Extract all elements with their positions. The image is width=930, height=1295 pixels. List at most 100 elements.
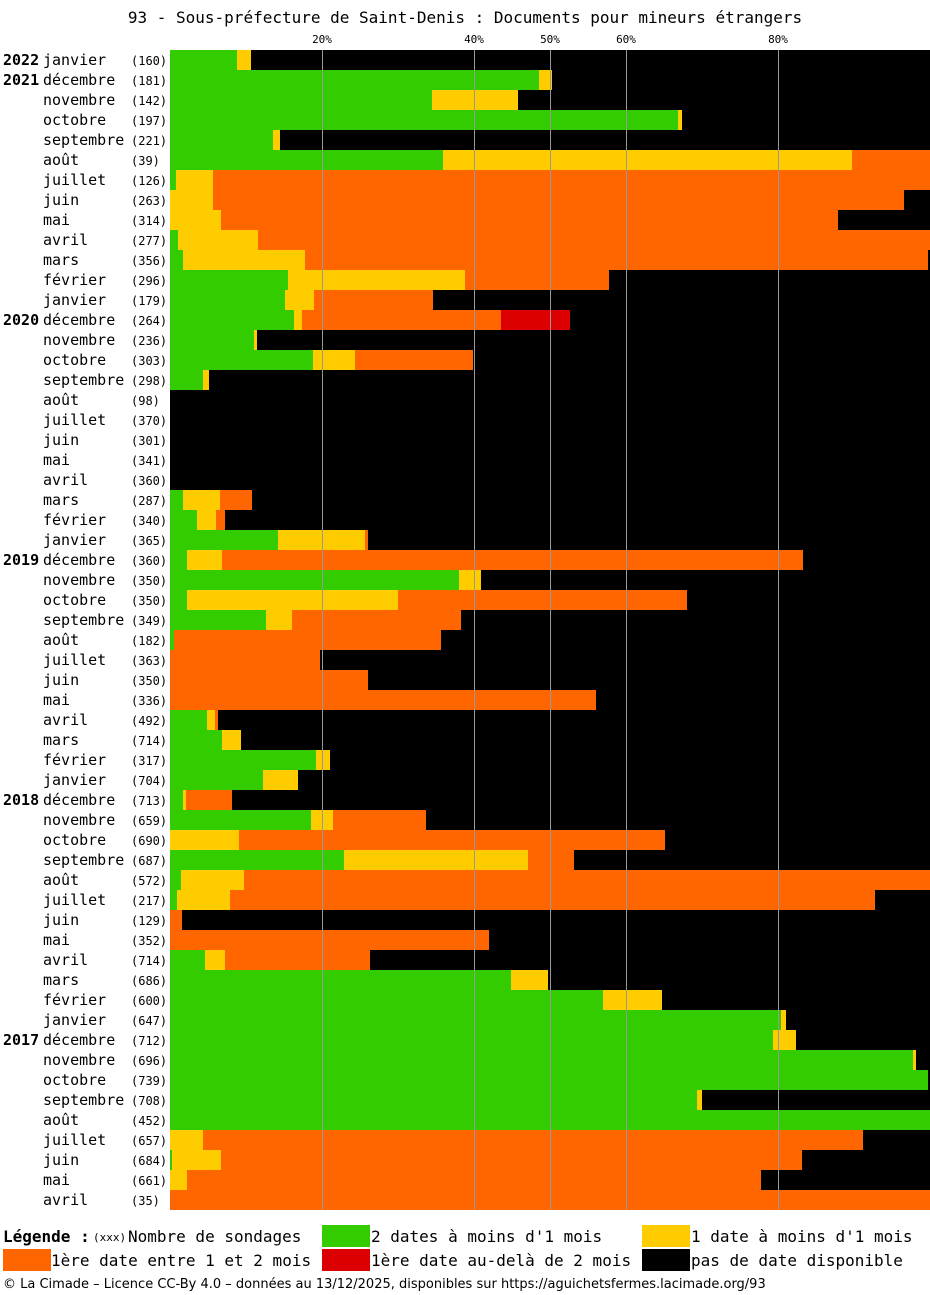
row-label: 2021 décembre (181) [0,70,170,90]
bar-segment-orange [186,1170,762,1190]
month-label: février [43,751,107,769]
survey-count: (365) [131,534,168,548]
row-label: juin (684) [0,1150,170,1170]
bar-segment-green [170,550,187,570]
row-label: avril (714) [0,950,170,970]
row-label: mars (686) [0,970,170,990]
row-label: octobre (197) [0,110,170,130]
bar-segment-orange [365,530,368,550]
survey-count: (657) [131,1134,168,1148]
bar-segment-yellow [236,50,251,70]
bar-segment-orange [258,230,930,250]
chart-title: 93 - Sous-préfecture de Saint-Denis : Do… [127,8,803,27]
bar-segment-orange [173,630,442,650]
row-label: avril (35) [0,1190,170,1210]
row-label: juin (129) [0,910,170,930]
month-label: août [43,631,80,649]
bar-segment-orange [212,170,930,190]
month-label: juillet [43,891,107,909]
month-label: août [43,871,80,889]
month-label: mars [43,731,80,749]
bar-segment-orange [239,830,665,850]
row-label: 2020 décembre (264) [0,310,170,330]
survey-count: (221) [131,134,168,148]
row-labels: 2022 janvier (160) 2021 décembre (181) novembr… [0,50,170,1210]
row-label: 2018 décembre (713) [0,790,170,810]
row-label: mars (287) [0,490,170,510]
legend-label-green: 2 dates à moins d'1 mois [371,1227,603,1246]
bar-segment-green [170,90,433,110]
month-label: août [43,1111,80,1129]
bar-segment-yellow [781,1010,787,1030]
bar-segment-orange [170,670,368,690]
survey-count: (317) [131,754,168,768]
bar-segment-green [170,510,197,530]
month-label: septembre [43,611,125,629]
row-label: septembre (349) [0,610,170,630]
survey-count: (197) [131,114,168,128]
survey-count: (287) [131,494,168,508]
bar-segment-green [170,130,274,150]
survey-count: (708) [131,1094,168,1108]
row-label: janvier (365) [0,530,170,550]
month-label: juin [43,431,80,449]
bar-segment-yellow [442,150,852,170]
bar-segment-yellow [186,550,223,570]
month-label: janvier [43,531,107,549]
bar-segment-yellow [203,370,209,390]
bar-segment-yellow [170,1130,204,1150]
month-label: septembre [43,1091,125,1109]
year-label: 2019 [3,551,40,569]
bar-segment-yellow [170,1170,187,1190]
bar-segment-green [170,370,204,390]
bar-segment-green [170,570,459,590]
bar-segment-yellow [678,110,683,130]
year-label: 2020 [3,311,40,329]
survey-count: (687) [131,854,168,868]
year-label: 2022 [3,51,40,69]
month-label: juin [43,911,80,929]
bar-segment-orange [225,950,370,970]
survey-count: (126) [131,174,168,188]
legend: Légende : (xxx) Nombre de sondages 2 dat… [0,1224,930,1272]
bar-segment-green [170,970,512,990]
bar-segment-orange [220,490,253,510]
month-label: octobre [43,591,107,609]
survey-count: (182) [131,634,168,648]
bar-segment-orange [291,610,462,630]
month-label: juin [43,191,80,209]
row-label: novembre (659) [0,810,170,830]
row-label: janvier (179) [0,290,170,310]
row-label: novembre (236) [0,330,170,350]
month-label: mai [43,691,71,709]
bar-segment-green [170,890,177,910]
row-label: janvier (704) [0,770,170,790]
bar-segment-yellow [511,970,549,990]
bar-segment-green [170,610,266,630]
month-label: octobre [43,111,107,129]
bar-segment-yellow [182,250,305,270]
survey-count: (303) [131,354,168,368]
row-label: juillet (657) [0,1130,170,1150]
bar-segment-yellow [172,1150,221,1170]
survey-count: (600) [131,994,168,1008]
row-label: mai (341) [0,450,170,470]
bar-segment-green [170,850,345,870]
legend-swatch-red [322,1249,370,1271]
month-label: mai [43,211,71,229]
survey-count: (714) [131,954,168,968]
bar-segment-green [170,990,604,1010]
bar-segment-orange [203,1130,864,1150]
month-label: novembre [43,91,116,109]
month-label: décembre [43,1031,116,1049]
row-label: janvier (647) [0,1010,170,1030]
bar-segment-orange [185,790,232,810]
survey-count: (360) [131,474,168,488]
bar-segment-orange [464,270,610,290]
bar-segment-orange [332,810,427,830]
bar-segment-yellow [170,190,214,210]
footer-credits: © La Cimade – Licence CC-By 4.0 – donnée… [3,1277,766,1292]
bar-segment-yellow [697,1090,702,1110]
row-label: juillet (363) [0,650,170,670]
bar-segment-orange [220,1150,803,1170]
